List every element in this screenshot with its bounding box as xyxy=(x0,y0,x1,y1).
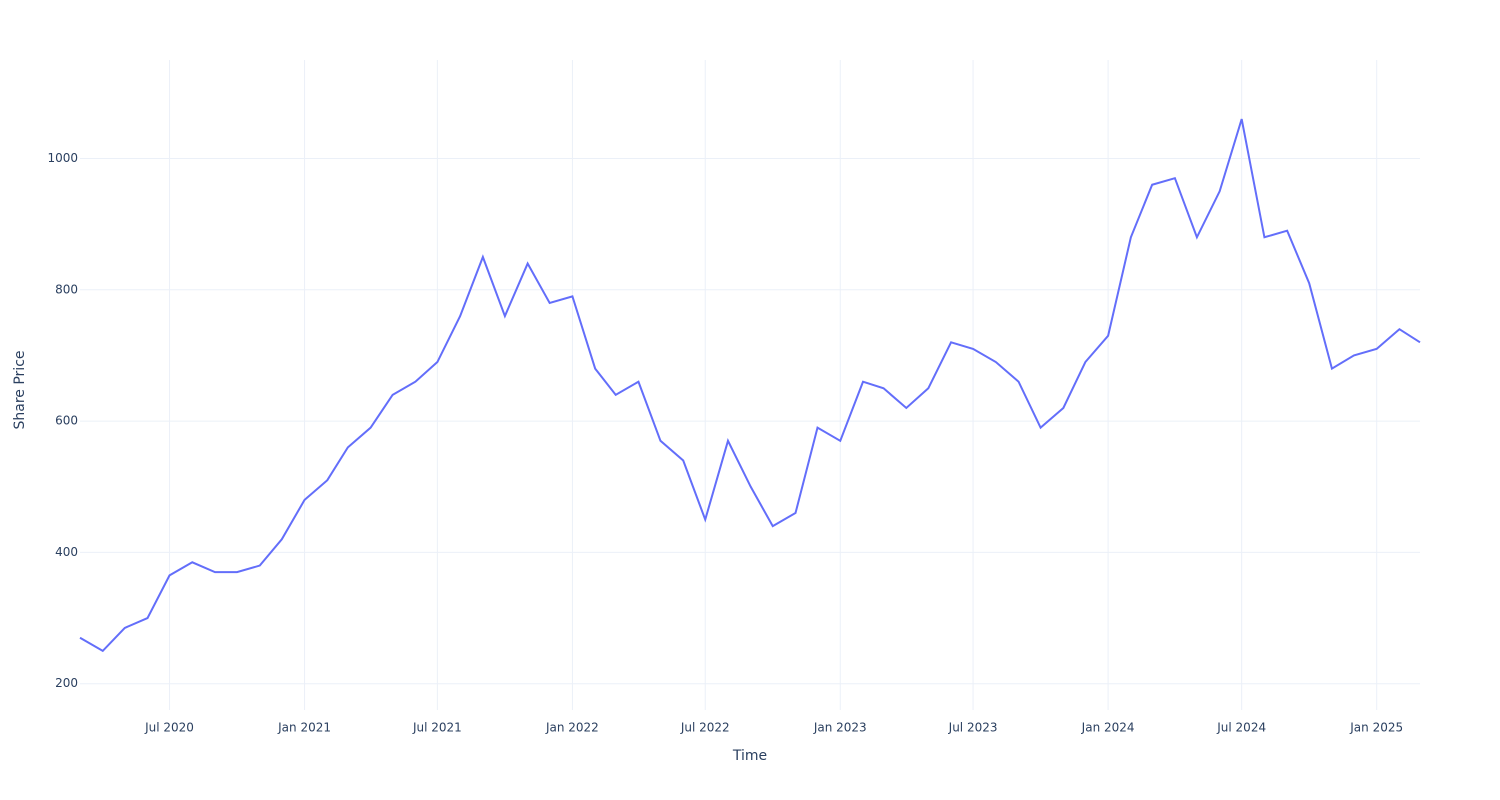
x-tick-label: Jul 2020 xyxy=(144,721,194,735)
x-tick-label: Jul 2022 xyxy=(680,721,730,735)
y-tick-label: 800 xyxy=(55,282,78,296)
x-tick-label: Jan 2023 xyxy=(813,721,867,735)
x-tick-label: Jul 2024 xyxy=(1216,721,1266,735)
y-axis-title: Share Price xyxy=(12,350,28,429)
x-tick-label: Jan 2022 xyxy=(545,721,599,735)
x-axis-title: Time xyxy=(732,748,767,764)
price-line xyxy=(79,118,1421,653)
x-tick-label: Jul 2021 xyxy=(412,721,462,735)
y-tick-label: 200 xyxy=(55,676,78,690)
y-tick-label: 1000 xyxy=(47,151,78,165)
y-tick-label: 600 xyxy=(55,414,78,428)
x-tick-label: Jan 2021 xyxy=(277,721,331,735)
x-tick-label: Jan 2025 xyxy=(1349,721,1403,735)
x-tick-label: Jul 2023 xyxy=(948,721,998,735)
y-tick-label: 400 xyxy=(55,545,78,559)
x-tick-label: Jan 2024 xyxy=(1081,721,1135,735)
